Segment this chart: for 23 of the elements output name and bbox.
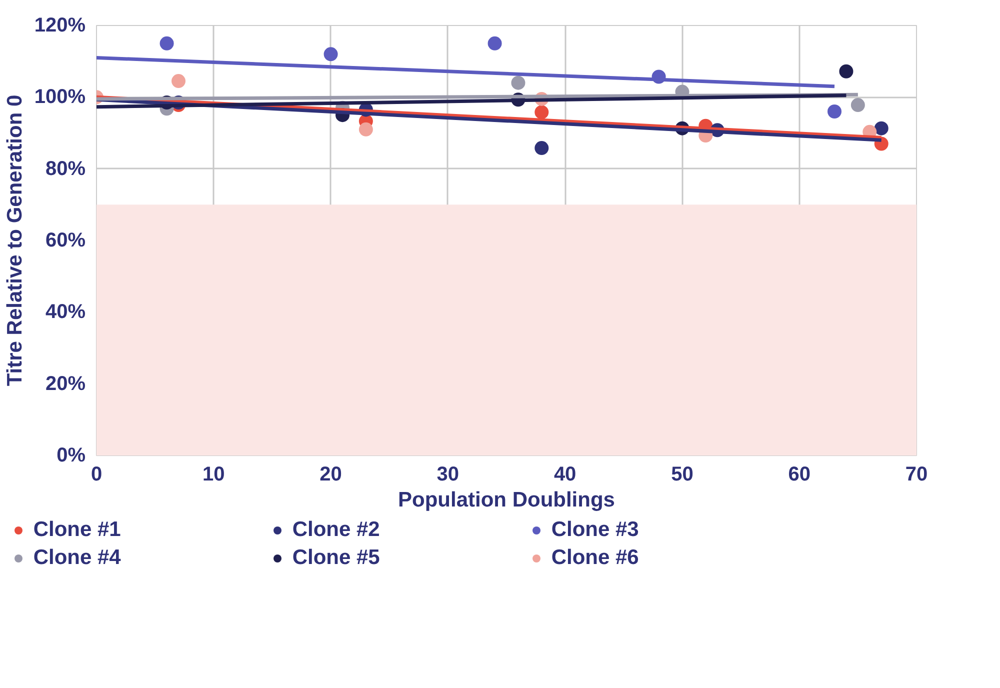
- y-axis-title: Titre Relative to Generation 0: [3, 94, 26, 386]
- x-tick-label: 0: [90, 464, 102, 486]
- x-tick-label: 60: [788, 464, 810, 486]
- legend-label: Clone #4: [33, 546, 122, 570]
- y-tick-label: 60%: [45, 230, 86, 252]
- legend-label: Clone #3: [551, 518, 640, 542]
- x-tick-label: 70: [905, 464, 928, 486]
- x-tick-label: 20: [320, 464, 342, 486]
- legend-label: Clone #6: [551, 546, 640, 570]
- legend-label: Clone #5: [292, 546, 381, 570]
- legend-label: Clone #1: [33, 518, 122, 542]
- x-tick-label: 40: [554, 464, 576, 486]
- x-tick-label: 50: [671, 464, 694, 486]
- x-tick-label: 10: [202, 464, 225, 486]
- y-tick-label: 80%: [45, 158, 86, 180]
- y-tick-label: 20%: [45, 372, 86, 395]
- y-tick-label: 0%: [56, 444, 86, 466]
- y-tick-label: 120%: [34, 14, 86, 36]
- y-tick-label: 40%: [45, 301, 86, 324]
- x-tick-label: 30: [436, 464, 460, 486]
- legend-label: Clone #2: [292, 518, 381, 542]
- y-tick-label: 100%: [34, 86, 86, 108]
- x-axis-title: Population Doublings: [398, 488, 615, 512]
